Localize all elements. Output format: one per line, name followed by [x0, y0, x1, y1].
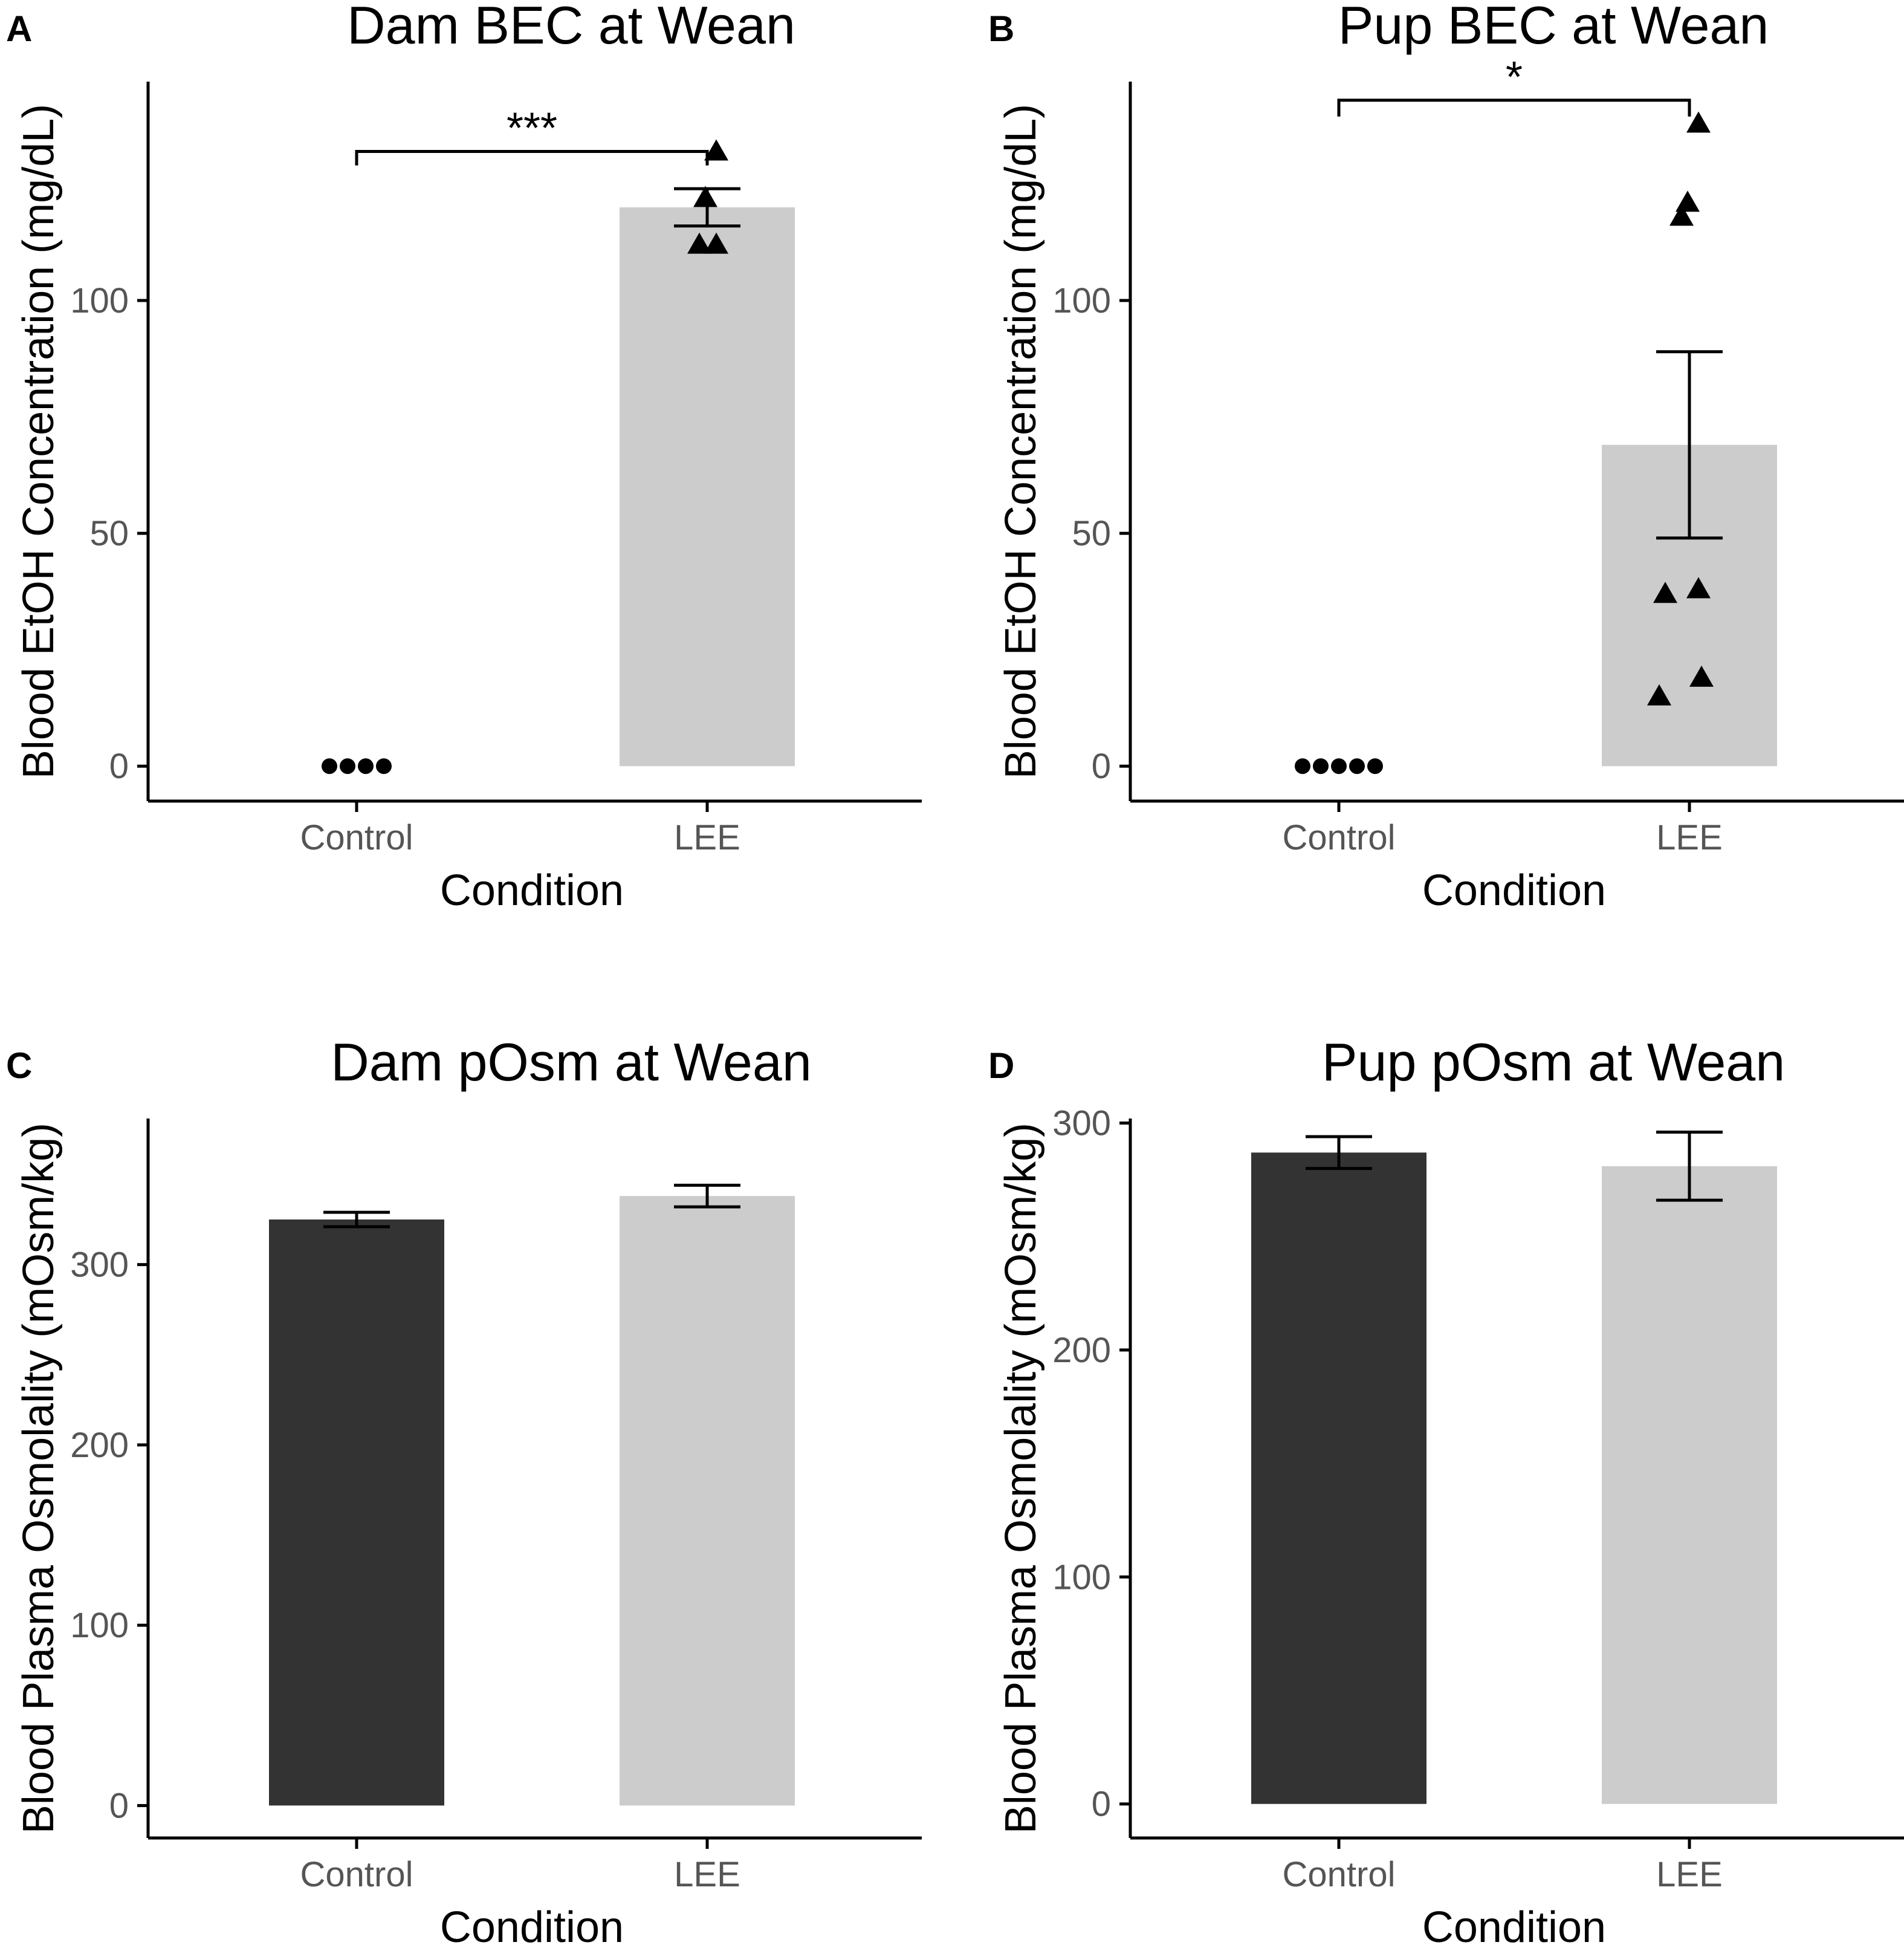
y-tick-label: 300: [1052, 1104, 1111, 1143]
error-bar-control: [323, 1210, 390, 1229]
panel-letter: D: [988, 1045, 1014, 1086]
panel-d: D Pup pOsm at Wean Blood Plasma Osmolality…: [988, 1032, 1904, 1945]
bar-lee: [620, 207, 795, 767]
data-point: [687, 232, 711, 254]
x-tick-label: Control: [300, 818, 413, 857]
y-tick-label: 0: [109, 1786, 129, 1825]
significance-label: ***: [507, 105, 557, 153]
x-axis-label: Condition: [440, 866, 624, 915]
panel-a: A Dam BEC at Wean Blood EtOH Concentration…: [6, 0, 922, 915]
data-point: [704, 139, 728, 161]
chart-title: Dam pOsm at Wean: [331, 1032, 812, 1092]
x-tick-label: LEE: [1656, 818, 1723, 857]
y-tick-label: 0: [1092, 1785, 1111, 1824]
panel-c: C Dam pOsm at Wean Blood Plasma Osmolality…: [6, 1032, 922, 1945]
panel-letter: A: [6, 8, 32, 49]
panel-letter: C: [6, 1045, 32, 1086]
data-point: [1349, 758, 1365, 774]
x-tick-label: LEE: [674, 1855, 740, 1894]
y-tick-label: 100: [1052, 1557, 1111, 1597]
y-tick-label: 50: [1072, 514, 1111, 553]
y-axis-label: Blood EtOH Concentration (mg/dL): [997, 104, 1045, 779]
y-tick-label: 200: [1052, 1331, 1111, 1370]
x-tick-label: Control: [1283, 818, 1396, 857]
x-tick-label: Control: [300, 1855, 413, 1894]
significance-label: *: [1506, 53, 1523, 102]
data-point: [1647, 684, 1671, 706]
data-point: [1367, 758, 1383, 774]
data-point: [1313, 758, 1329, 774]
panel-b: B Pup BEC at Wean Blood EtOH Concentration…: [988, 0, 1904, 915]
x-axis-label: Condition: [440, 1903, 624, 1945]
data-point: [1686, 577, 1711, 599]
y-tick-label: 0: [1092, 747, 1111, 786]
chart-title: Pup pOsm at Wean: [1322, 1032, 1785, 1092]
data-point: [1686, 111, 1711, 133]
significance-bracket: [1337, 99, 1691, 117]
y-tick-label: 50: [89, 514, 129, 553]
data-point: [1676, 190, 1700, 212]
error-bar-lee: [674, 1183, 740, 1209]
data-point: [376, 758, 392, 774]
y-axis-label: Blood Plasma Osmolality (mOsm/kg): [997, 1123, 1045, 1834]
data-point: [1331, 758, 1347, 774]
x-tick-label: LEE: [1656, 1855, 1723, 1894]
y-tick-label: 100: [70, 1606, 129, 1645]
y-axis-label: Blood Plasma Osmolality (mOsm/kg): [15, 1123, 63, 1834]
chart-title: Pup BEC at Wean: [1338, 0, 1769, 55]
error-bar-control: [1306, 1135, 1372, 1171]
data-point: [704, 232, 728, 254]
data-point: [1295, 758, 1310, 774]
y-tick-label: 100: [70, 281, 129, 320]
data-point: [358, 758, 374, 774]
data-point: [1669, 204, 1694, 226]
y-tick-label: 100: [1052, 281, 1111, 320]
x-axis-label: Condition: [1422, 866, 1606, 915]
x-tick-label: LEE: [674, 818, 740, 857]
bar-control: [1251, 1152, 1426, 1804]
data-point: [322, 758, 337, 774]
significance-bracket: [355, 150, 709, 166]
bar-lee: [1602, 1166, 1777, 1804]
y-tick-label: 300: [70, 1245, 129, 1285]
y-axis-label: Blood EtOH Concentration (mg/dL): [15, 104, 63, 779]
error-bar-lee: [1656, 350, 1723, 540]
y-tick-label: 200: [70, 1426, 129, 1465]
chart-title: Dam BEC at Wean: [347, 0, 795, 55]
data-point: [340, 758, 355, 774]
bar-lee: [620, 1196, 795, 1806]
panel-letter: B: [988, 8, 1014, 49]
data-point: [1689, 665, 1714, 687]
data-point: [1653, 582, 1677, 603]
x-axis-label: Condition: [1422, 1903, 1606, 1945]
bar-control: [269, 1219, 444, 1806]
x-tick-label: Control: [1283, 1855, 1396, 1894]
error-bar-lee: [1656, 1131, 1723, 1202]
data-point: [693, 186, 717, 207]
y-tick-label: 0: [109, 747, 129, 786]
